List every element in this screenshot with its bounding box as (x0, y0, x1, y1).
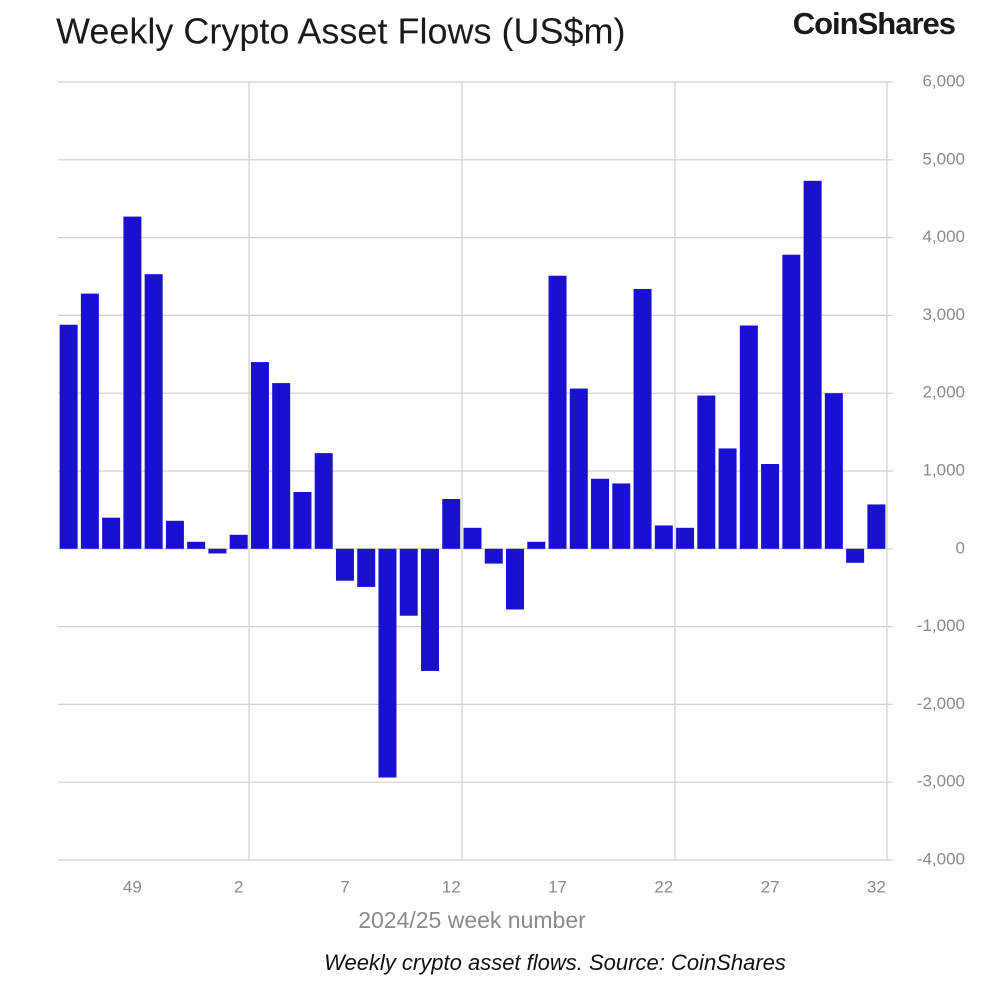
x-tick-label: 49 (123, 877, 142, 896)
bar (272, 383, 291, 549)
y-tick-label: 3,000 (922, 305, 965, 324)
bar (846, 548, 865, 563)
x-tick-label: 22 (654, 877, 673, 896)
bar (548, 275, 567, 549)
bar (591, 478, 610, 549)
bar (250, 362, 269, 549)
bar (782, 254, 801, 549)
y-tick-label: -3,000 (917, 772, 965, 791)
bar (229, 534, 248, 549)
bar (527, 541, 546, 549)
bar (378, 548, 397, 778)
bar (824, 393, 843, 549)
bar (208, 548, 227, 554)
bar (803, 180, 822, 549)
x-tick-label: 7 (340, 877, 349, 896)
bar (633, 288, 652, 549)
x-tick-label: 17 (548, 877, 567, 896)
caption: Weekly crypto asset flows. Source: CoinS… (324, 950, 786, 975)
bar (80, 293, 99, 549)
brand-logo: CoinShares (793, 6, 955, 41)
x-tick-label: 32 (867, 877, 886, 896)
bar (357, 548, 376, 587)
bar (102, 517, 121, 549)
y-tick-label: 4,000 (922, 227, 965, 246)
bar (612, 483, 631, 549)
bar (123, 216, 142, 549)
bar (697, 395, 716, 549)
bar (165, 520, 184, 549)
bar (484, 548, 503, 564)
y-tick-label: -4,000 (917, 849, 965, 868)
x-tick-label: 2 (234, 877, 243, 896)
bar (761, 463, 780, 549)
chart-title: Weekly Crypto Asset Flows (US$m) (56, 11, 625, 52)
y-tick-label: 2,000 (922, 383, 965, 402)
y-tick-label: 5,000 (922, 149, 965, 168)
y-tick-label: 0 (956, 538, 965, 557)
bar (718, 448, 737, 549)
y-tick-label: -1,000 (917, 616, 965, 635)
bar (654, 525, 673, 549)
bar (187, 541, 206, 549)
x-tick-label: 12 (442, 877, 461, 896)
y-tick-label: 6,000 (922, 71, 965, 90)
bar (867, 504, 886, 549)
bar (442, 499, 461, 549)
bar (506, 548, 525, 610)
y-tick-label: 1,000 (922, 460, 965, 479)
bar (399, 548, 418, 616)
x-tick-label: 27 (761, 877, 780, 896)
bar (293, 492, 312, 549)
bar (314, 453, 333, 549)
bar (676, 527, 695, 549)
bar (335, 548, 354, 581)
bar (569, 388, 588, 549)
bar (739, 325, 758, 549)
bar (59, 324, 78, 549)
bar (463, 527, 482, 549)
bar (420, 548, 439, 671)
y-tick-label: -2,000 (917, 694, 965, 713)
x-axis-label: 2024/25 week number (358, 907, 586, 933)
bar (144, 274, 163, 549)
